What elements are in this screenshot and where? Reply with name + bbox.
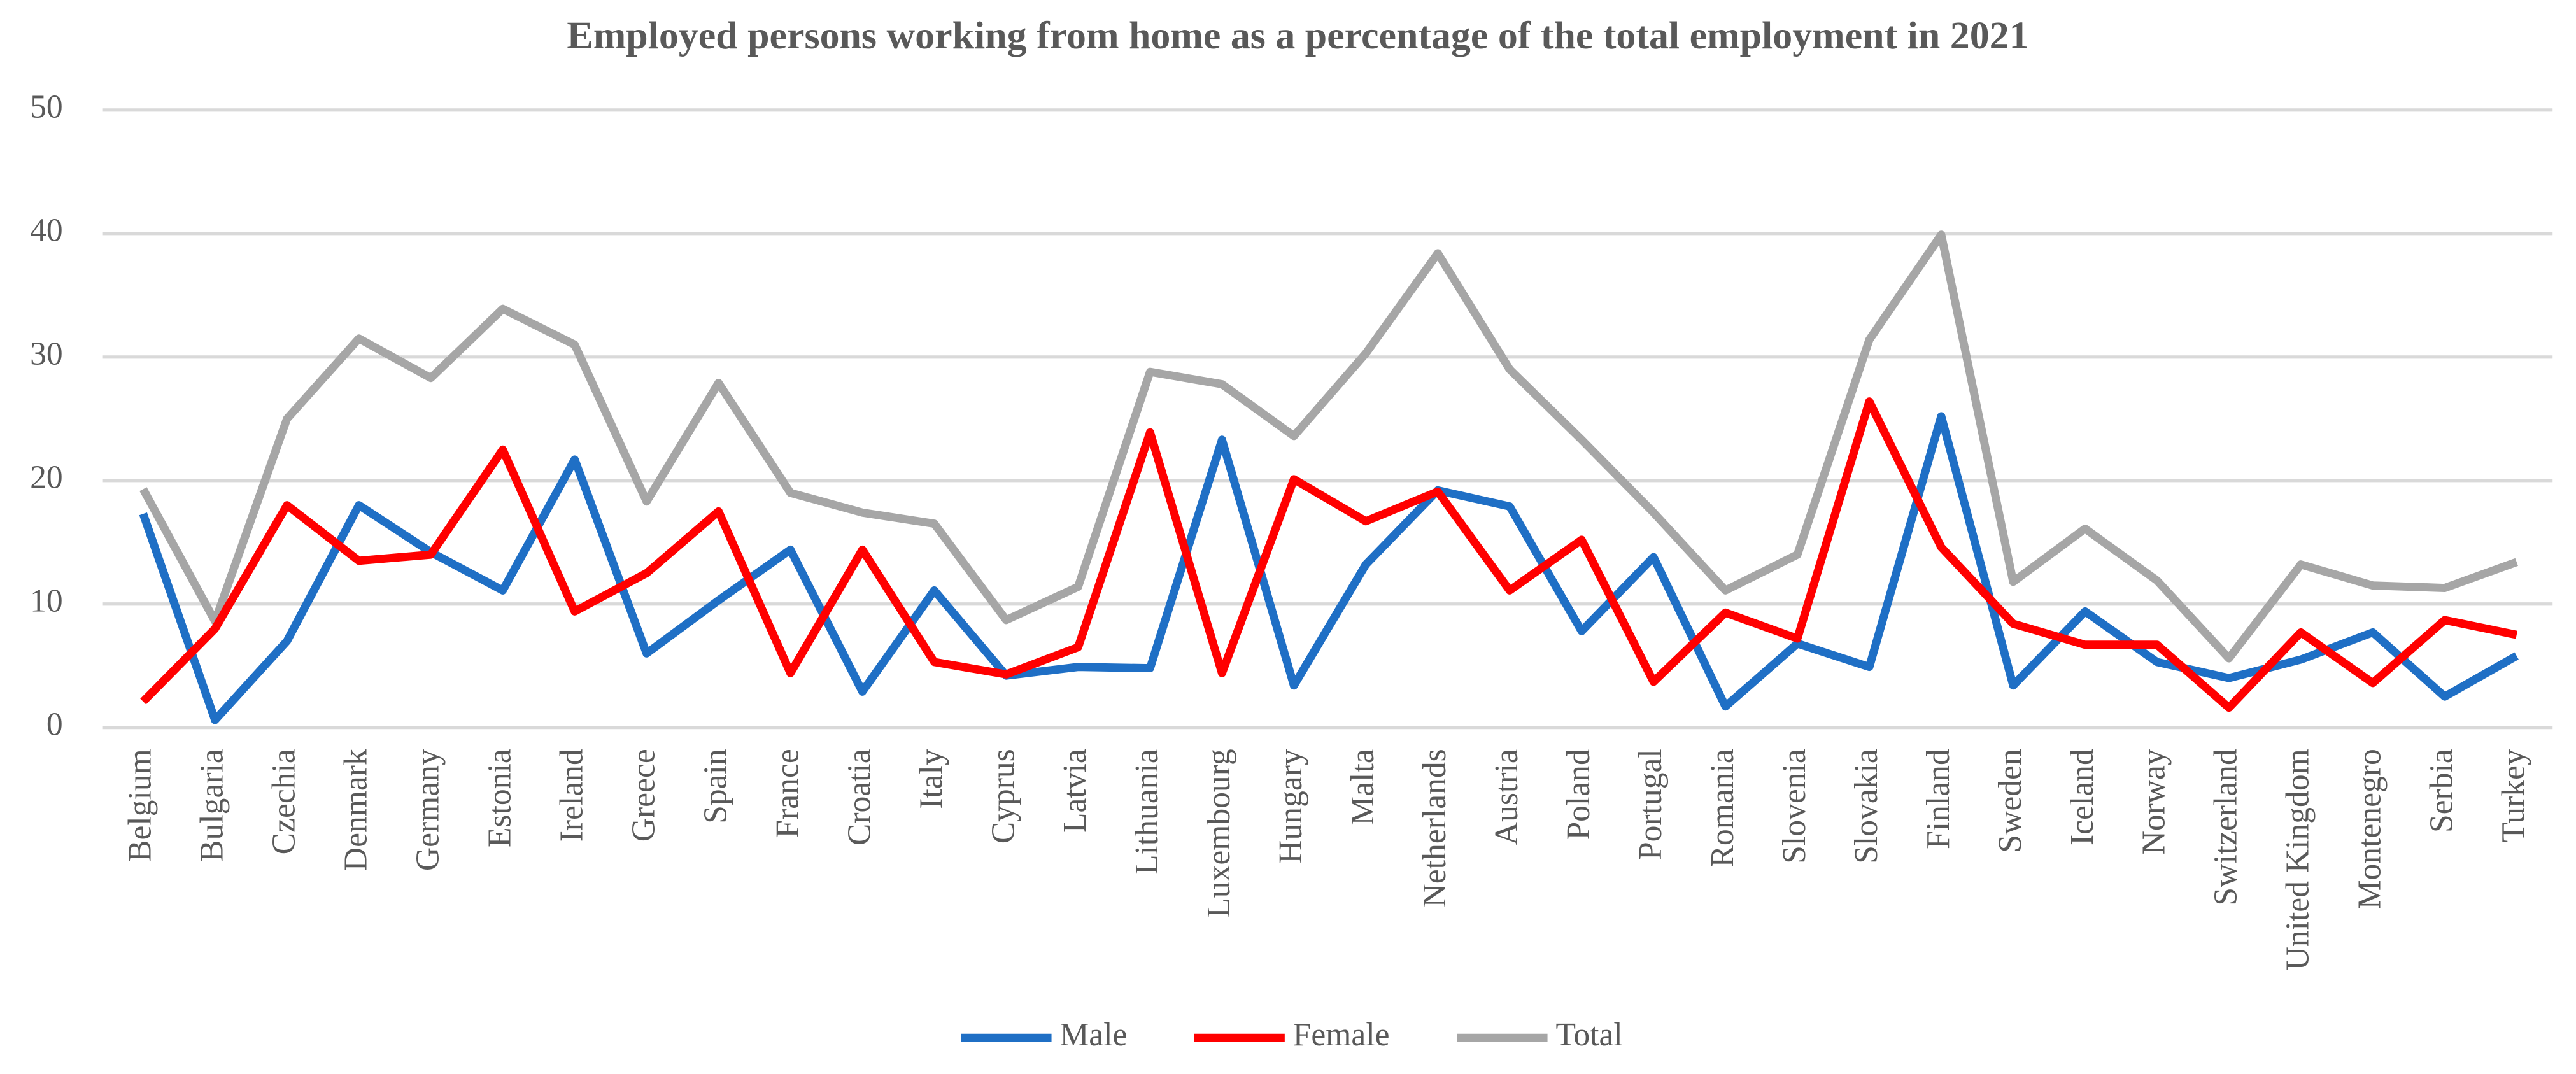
x-tick-label: Slovenia — [1776, 749, 1813, 864]
line-series — [139, 230, 2518, 663]
x-tick-label: Germany — [410, 749, 446, 871]
chart-title: Employed persons working from home as a … — [567, 14, 2028, 57]
legend-label: Male — [1059, 1017, 1127, 1053]
x-tick-label: Estonia — [481, 749, 518, 847]
x-tick-label: Croatia — [841, 749, 877, 845]
line-series — [140, 397, 2518, 712]
x-tick-label: Serbia — [2424, 749, 2460, 833]
y-tick-label: 10 — [30, 583, 63, 619]
y-tick-label: 0 — [46, 707, 63, 743]
y-tick-label: 50 — [30, 89, 63, 125]
x-tick-label: Luxembourg — [1201, 749, 1237, 918]
x-tick-label: Malta — [1345, 749, 1381, 825]
x-tick-label: Cyprus — [985, 749, 1021, 844]
x-tick-label: Austria — [1489, 749, 1525, 845]
legend-label: Female — [1293, 1017, 1390, 1053]
x-tick-label: Norway — [2136, 749, 2172, 854]
x-tick-label: United Kingdom — [2280, 749, 2316, 970]
x-tick-label: Slovakia — [1848, 749, 1885, 864]
x-tick-label: Latvia — [1057, 749, 1093, 833]
x-tick-label: Spain — [697, 749, 733, 824]
x-tick-label: Bulgaria — [194, 749, 230, 862]
x-tick-label: Lithuania — [1129, 749, 1165, 875]
x-tick-label: Finland — [1920, 749, 1957, 849]
x-tick-label: Netherlands — [1417, 749, 1453, 907]
x-tick-label: Poland — [1560, 749, 1597, 840]
x-tick-label: Romania — [1704, 749, 1741, 867]
y-tick-label: 30 — [30, 336, 63, 372]
x-tick-label: Italy — [913, 749, 949, 809]
x-tick-label: France — [769, 749, 805, 838]
x-tick-label: Turkey — [2496, 749, 2532, 842]
x-tick-label: Portugal — [1632, 749, 1669, 860]
x-tick-label: Czechia — [266, 749, 302, 854]
x-tick-label: Belgium — [122, 749, 159, 862]
x-tick-label: Hungary — [1273, 749, 1309, 864]
x-tick-label: Montenegro — [2352, 749, 2388, 909]
y-tick-label: 20 — [30, 460, 63, 496]
x-tick-label: Ireland — [553, 749, 590, 842]
x-tick-label: Greece — [625, 749, 662, 842]
y-tick-label: 40 — [30, 213, 63, 249]
x-tick-label: Sweden — [1992, 749, 2028, 853]
legend-label: Total — [1555, 1017, 1622, 1053]
x-tick-label: Switzerland — [2208, 749, 2244, 906]
x-tick-label: Denmark — [338, 749, 374, 871]
x-tick-label: Iceland — [2064, 749, 2100, 845]
